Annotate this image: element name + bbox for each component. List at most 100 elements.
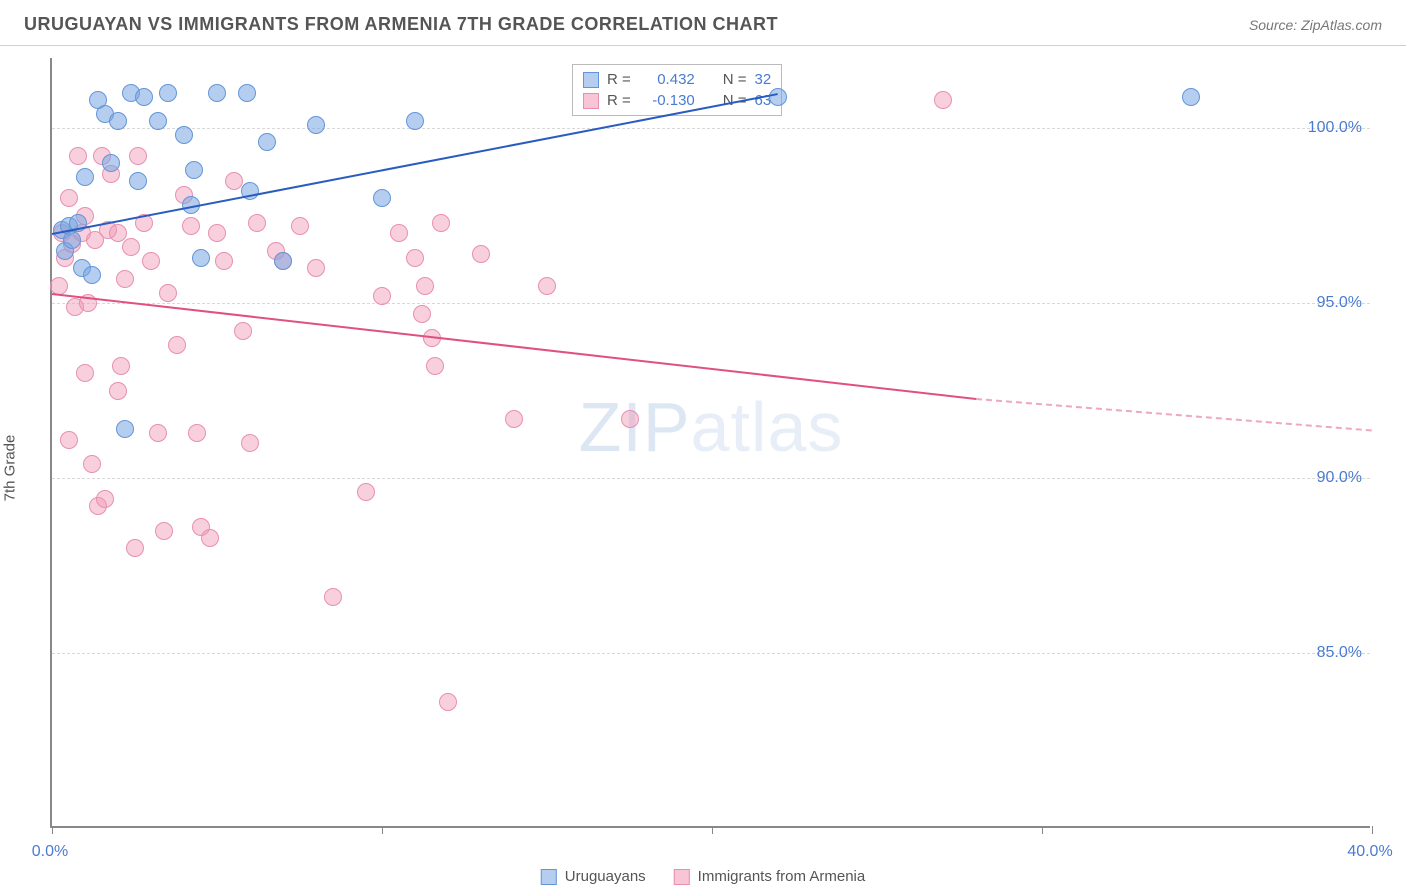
data-point bbox=[135, 88, 153, 106]
legend-swatch bbox=[583, 93, 599, 109]
data-point bbox=[248, 214, 266, 232]
data-point bbox=[241, 434, 259, 452]
y-tick-label: 100.0% bbox=[1308, 119, 1362, 137]
data-point bbox=[185, 161, 203, 179]
data-point bbox=[439, 693, 457, 711]
correlation-legend: R =0.432N =32R =-0.130N =63 bbox=[572, 64, 782, 116]
data-point bbox=[426, 357, 444, 375]
legend-row: R = 0.432 N = 32 bbox=[583, 69, 771, 90]
gridline bbox=[52, 303, 1370, 304]
legend-label: Uruguayans bbox=[565, 868, 646, 885]
data-point bbox=[63, 231, 81, 249]
data-point bbox=[109, 382, 127, 400]
data-point bbox=[324, 588, 342, 606]
data-point bbox=[472, 245, 490, 263]
data-point bbox=[307, 259, 325, 277]
data-point bbox=[238, 84, 256, 102]
data-point bbox=[201, 529, 219, 547]
legend-swatch bbox=[541, 869, 557, 885]
legend-swatch bbox=[583, 72, 599, 88]
watermark: ZIPatlas bbox=[579, 387, 844, 467]
x-tick bbox=[1372, 826, 1373, 834]
chart-title: URUGUAYAN VS IMMIGRANTS FROM ARMENIA 7TH… bbox=[24, 14, 778, 35]
data-point bbox=[60, 431, 78, 449]
x-tick bbox=[52, 826, 53, 834]
data-point bbox=[175, 126, 193, 144]
data-point bbox=[69, 147, 87, 165]
data-point bbox=[142, 252, 160, 270]
data-point bbox=[215, 252, 233, 270]
data-point bbox=[505, 410, 523, 428]
data-point bbox=[116, 420, 134, 438]
data-point bbox=[122, 238, 140, 256]
data-point bbox=[159, 84, 177, 102]
data-point bbox=[159, 284, 177, 302]
data-point bbox=[432, 214, 450, 232]
data-point bbox=[406, 112, 424, 130]
legend-item: Uruguayans bbox=[541, 868, 646, 885]
legend-r-value: -0.130 bbox=[639, 92, 695, 109]
data-point bbox=[934, 91, 952, 109]
plot-region: ZIPatlas R =0.432N =32R =-0.130N =63 85.… bbox=[50, 58, 1370, 828]
data-point bbox=[76, 364, 94, 382]
data-point bbox=[109, 112, 127, 130]
data-point bbox=[83, 266, 101, 284]
data-point bbox=[102, 154, 120, 172]
legend-item: Immigrants from Armenia bbox=[674, 868, 866, 885]
data-point bbox=[76, 168, 94, 186]
chart-source: Source: ZipAtlas.com bbox=[1249, 17, 1382, 33]
x-tick bbox=[1042, 826, 1043, 834]
data-point bbox=[225, 172, 243, 190]
x-tick-label: 0.0% bbox=[32, 843, 68, 861]
gridline bbox=[52, 478, 1370, 479]
data-point bbox=[234, 322, 252, 340]
data-point bbox=[406, 249, 424, 267]
data-point bbox=[129, 172, 147, 190]
trendline bbox=[52, 293, 976, 400]
data-point bbox=[116, 270, 134, 288]
data-point bbox=[538, 277, 556, 295]
y-axis-label: 7th Grade bbox=[2, 434, 19, 501]
data-point bbox=[258, 133, 276, 151]
data-point bbox=[373, 287, 391, 305]
data-point bbox=[208, 224, 226, 242]
x-tick bbox=[712, 826, 713, 834]
data-point bbox=[96, 490, 114, 508]
data-point bbox=[307, 116, 325, 134]
data-point bbox=[112, 357, 130, 375]
data-point bbox=[291, 217, 309, 235]
gridline bbox=[52, 653, 1370, 654]
x-tick bbox=[382, 826, 383, 834]
data-point bbox=[50, 277, 68, 295]
data-point bbox=[168, 336, 186, 354]
legend-label: Immigrants from Armenia bbox=[698, 868, 866, 885]
data-point bbox=[149, 424, 167, 442]
trendline bbox=[976, 398, 1372, 431]
x-tick-label: 40.0% bbox=[1347, 843, 1392, 861]
y-tick-label: 85.0% bbox=[1317, 644, 1362, 662]
y-tick-label: 90.0% bbox=[1317, 469, 1362, 487]
legend-n-label: N = bbox=[723, 71, 747, 88]
data-point bbox=[129, 147, 147, 165]
legend-r-value: 0.432 bbox=[639, 71, 695, 88]
chart-area: 7th Grade ZIPatlas R = 0.432 N = 32 R = -0.13… bbox=[0, 46, 1406, 889]
data-point bbox=[155, 522, 173, 540]
legend-swatch bbox=[674, 869, 690, 885]
data-point bbox=[416, 277, 434, 295]
data-point bbox=[1182, 88, 1200, 106]
legend-r-label: R = bbox=[607, 92, 631, 109]
chart-header: URUGUAYAN VS IMMIGRANTS FROM ARMENIA 7TH… bbox=[0, 0, 1406, 46]
data-point bbox=[188, 424, 206, 442]
legend-n-value: 32 bbox=[755, 71, 772, 88]
legend-r-label: R = bbox=[607, 71, 631, 88]
data-point bbox=[274, 252, 292, 270]
series-legend: Uruguayans Immigrants from Armenia bbox=[541, 868, 865, 885]
y-tick-label: 95.0% bbox=[1317, 294, 1362, 312]
data-point bbox=[373, 189, 391, 207]
data-point bbox=[192, 249, 210, 267]
data-point bbox=[149, 112, 167, 130]
data-point bbox=[413, 305, 431, 323]
data-point bbox=[182, 217, 200, 235]
gridline bbox=[52, 128, 1370, 129]
data-point bbox=[60, 189, 78, 207]
